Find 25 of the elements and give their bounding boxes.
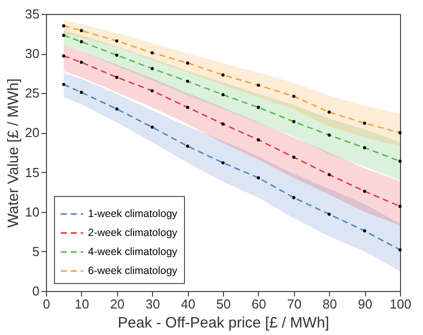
y-tick-label: 0: [32, 284, 40, 298]
y-tick-label: 15: [25, 164, 40, 180]
x-tick-label: 20: [110, 296, 125, 312]
legend-label: 1-week climatology: [88, 208, 178, 220]
y-tick-label: 20: [25, 125, 40, 140]
x-tick-label: 40: [180, 296, 196, 312]
x-tick-label: 100: [390, 296, 412, 312]
x-tick-label: 0: [42, 296, 50, 312]
x-axis-title: Peak - Off-Peak price [£ / MWh]: [118, 314, 330, 332]
y-axis-title: Water Value [£ / MWh]: [5, 78, 22, 228]
x-tick-label: 70: [287, 296, 302, 312]
legend-label: 4-week climatology: [88, 246, 178, 258]
x-tick-label: 80: [322, 296, 337, 312]
legend-label: 6-week climatology: [88, 265, 178, 277]
x-tick-label: 50: [216, 296, 231, 312]
x-tick-label: 10: [74, 296, 90, 312]
x-tick-label: 60: [252, 296, 266, 312]
y-tick-label: 10: [25, 204, 40, 220]
y-tick-label: 5: [32, 244, 40, 259]
x-tick-label: 30: [145, 296, 160, 312]
y-tick-label: 25: [25, 86, 40, 101]
legend-label: 2-week climatology: [88, 227, 178, 239]
y-tick-label: 35: [25, 6, 40, 22]
y-tick-label: 30: [25, 46, 40, 62]
x-tick-label: 90: [358, 296, 372, 312]
